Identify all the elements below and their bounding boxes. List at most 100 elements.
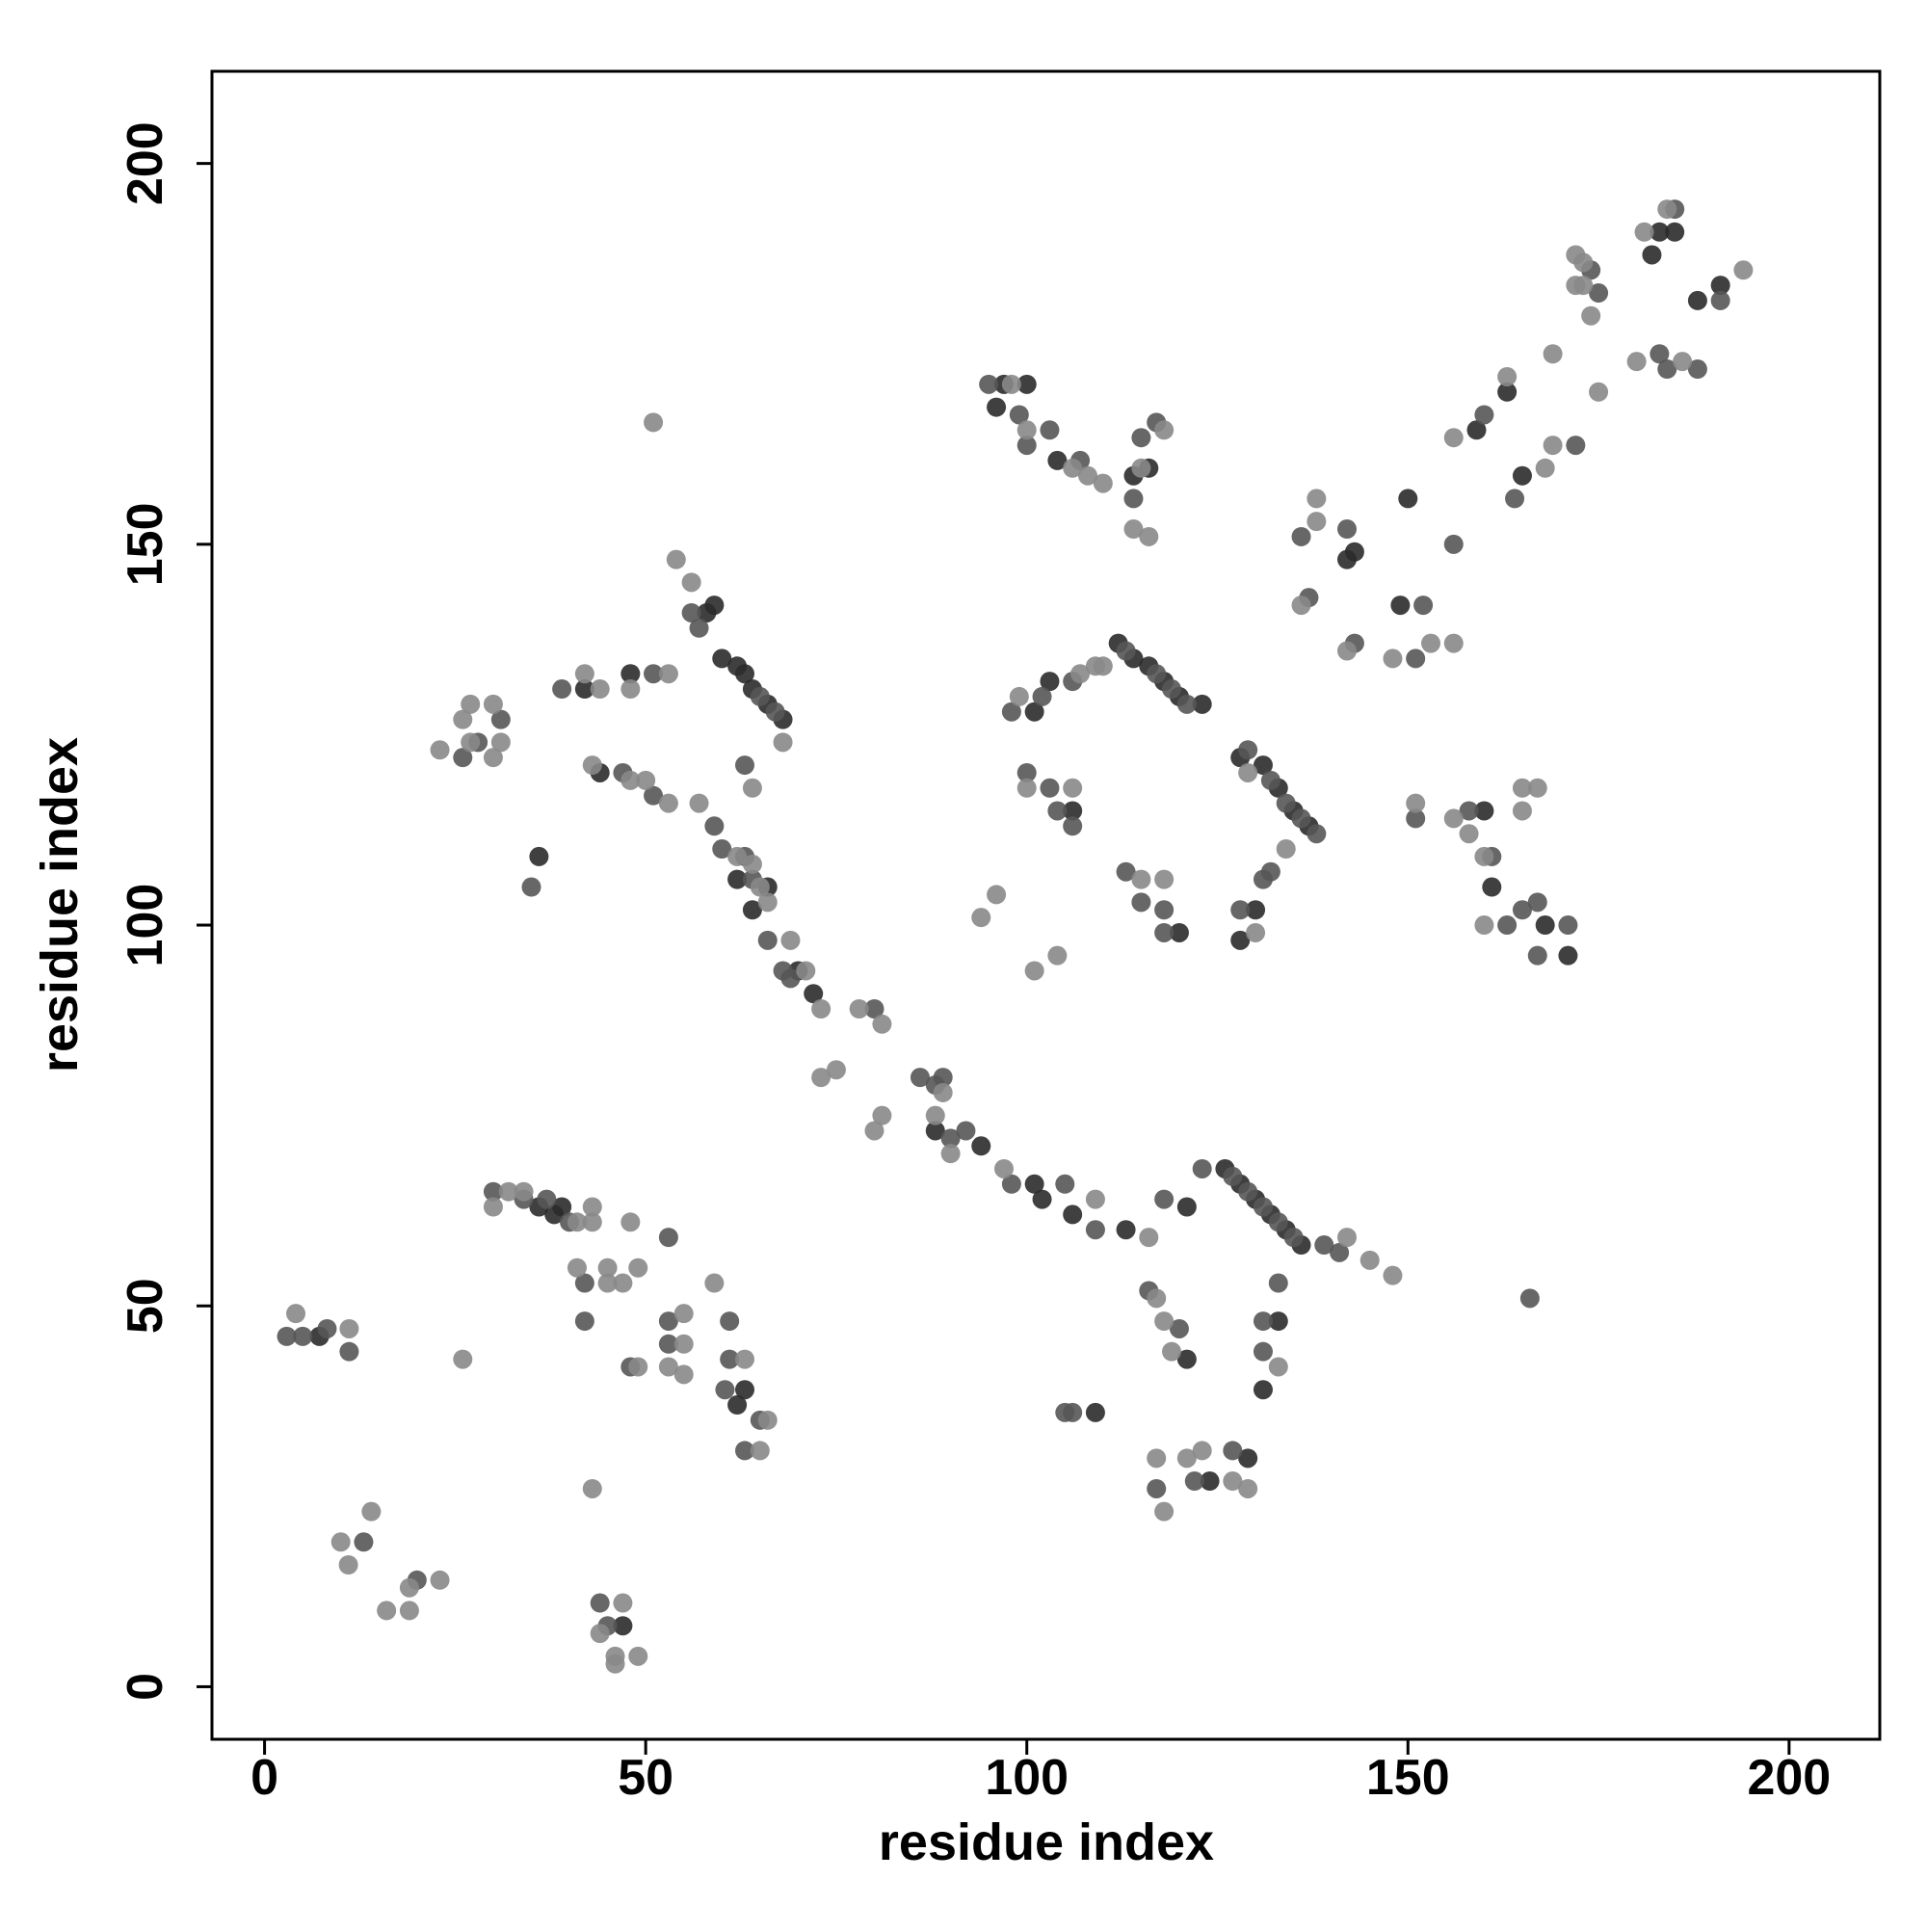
point bbox=[666, 549, 686, 569]
point bbox=[1139, 526, 1159, 546]
point bbox=[1459, 801, 1479, 821]
point bbox=[590, 679, 610, 700]
point bbox=[590, 1624, 610, 1644]
point bbox=[1268, 1273, 1288, 1293]
point bbox=[1147, 1448, 1167, 1469]
point bbox=[987, 397, 1007, 417]
point bbox=[1223, 1441, 1243, 1461]
point bbox=[620, 1212, 641, 1232]
point bbox=[1009, 405, 1029, 425]
point bbox=[537, 1189, 557, 1209]
point bbox=[704, 816, 725, 836]
point bbox=[1406, 648, 1426, 669]
point bbox=[1047, 945, 1068, 966]
point bbox=[1032, 1189, 1052, 1209]
point bbox=[1238, 1181, 1258, 1202]
point bbox=[1406, 793, 1426, 813]
point bbox=[1519, 1288, 1540, 1309]
point bbox=[811, 1068, 832, 1088]
point bbox=[628, 1646, 648, 1666]
point bbox=[1230, 930, 1251, 950]
y-tick-label: 150 bbox=[118, 502, 173, 586]
point bbox=[605, 1654, 625, 1674]
point bbox=[453, 1349, 473, 1369]
y-tick-label: 100 bbox=[118, 884, 173, 967]
point bbox=[1589, 283, 1609, 304]
point bbox=[1657, 199, 1677, 220]
point bbox=[1474, 915, 1494, 936]
point bbox=[613, 1593, 633, 1613]
point bbox=[872, 1105, 892, 1125]
point bbox=[1497, 915, 1518, 936]
point bbox=[658, 1334, 678, 1354]
point bbox=[1512, 778, 1532, 798]
point bbox=[1665, 222, 1685, 242]
point bbox=[1040, 778, 1060, 798]
point bbox=[1253, 1341, 1273, 1362]
point bbox=[1543, 344, 1563, 364]
point bbox=[1223, 1166, 1243, 1186]
point bbox=[1505, 489, 1525, 509]
point bbox=[582, 1212, 602, 1232]
point bbox=[940, 1128, 961, 1149]
point bbox=[644, 664, 664, 684]
point bbox=[1497, 366, 1518, 386]
point bbox=[742, 900, 762, 920]
point bbox=[483, 1197, 503, 1217]
point bbox=[1116, 641, 1136, 661]
point bbox=[1063, 778, 1083, 798]
point bbox=[1176, 1197, 1197, 1217]
point bbox=[925, 1105, 945, 1125]
point bbox=[514, 1181, 534, 1202]
point bbox=[1474, 801, 1494, 821]
point bbox=[590, 1593, 610, 1613]
point bbox=[277, 1326, 297, 1346]
point bbox=[727, 869, 748, 889]
point bbox=[1116, 861, 1136, 882]
point bbox=[644, 785, 664, 806]
point bbox=[613, 1273, 633, 1293]
point bbox=[1253, 869, 1273, 889]
point bbox=[1642, 245, 1662, 265]
point bbox=[1687, 290, 1707, 310]
point bbox=[1406, 808, 1426, 829]
point bbox=[1192, 1158, 1212, 1178]
point bbox=[1276, 793, 1296, 813]
point bbox=[1634, 222, 1654, 242]
point bbox=[1032, 686, 1052, 706]
point bbox=[338, 1554, 358, 1575]
point bbox=[1383, 1265, 1403, 1285]
point bbox=[1330, 1242, 1350, 1262]
point bbox=[757, 930, 778, 950]
point bbox=[1192, 1441, 1212, 1461]
point bbox=[1009, 686, 1029, 706]
point bbox=[1268, 1357, 1288, 1377]
point bbox=[1016, 778, 1037, 798]
point bbox=[1307, 489, 1327, 509]
point bbox=[1527, 892, 1547, 913]
point bbox=[1413, 595, 1434, 616]
point bbox=[1276, 839, 1296, 860]
point bbox=[1268, 1311, 1288, 1332]
point bbox=[1230, 900, 1251, 920]
point bbox=[1650, 344, 1670, 364]
point bbox=[1535, 915, 1555, 936]
point bbox=[673, 1364, 694, 1385]
point bbox=[1443, 428, 1464, 448]
x-tick-label: 0 bbox=[251, 1750, 278, 1806]
point bbox=[1063, 1204, 1083, 1225]
point bbox=[620, 679, 641, 700]
point bbox=[567, 1257, 587, 1278]
point bbox=[1001, 701, 1021, 722]
point bbox=[399, 1577, 419, 1598]
point bbox=[1154, 1189, 1175, 1209]
point bbox=[582, 755, 602, 776]
point bbox=[727, 1395, 748, 1416]
y-tick-label: 50 bbox=[118, 1278, 173, 1334]
point bbox=[628, 1257, 648, 1278]
point bbox=[1443, 534, 1464, 554]
point bbox=[1154, 420, 1175, 440]
point bbox=[354, 1532, 374, 1552]
point bbox=[864, 1121, 884, 1141]
point bbox=[1169, 1318, 1189, 1338]
